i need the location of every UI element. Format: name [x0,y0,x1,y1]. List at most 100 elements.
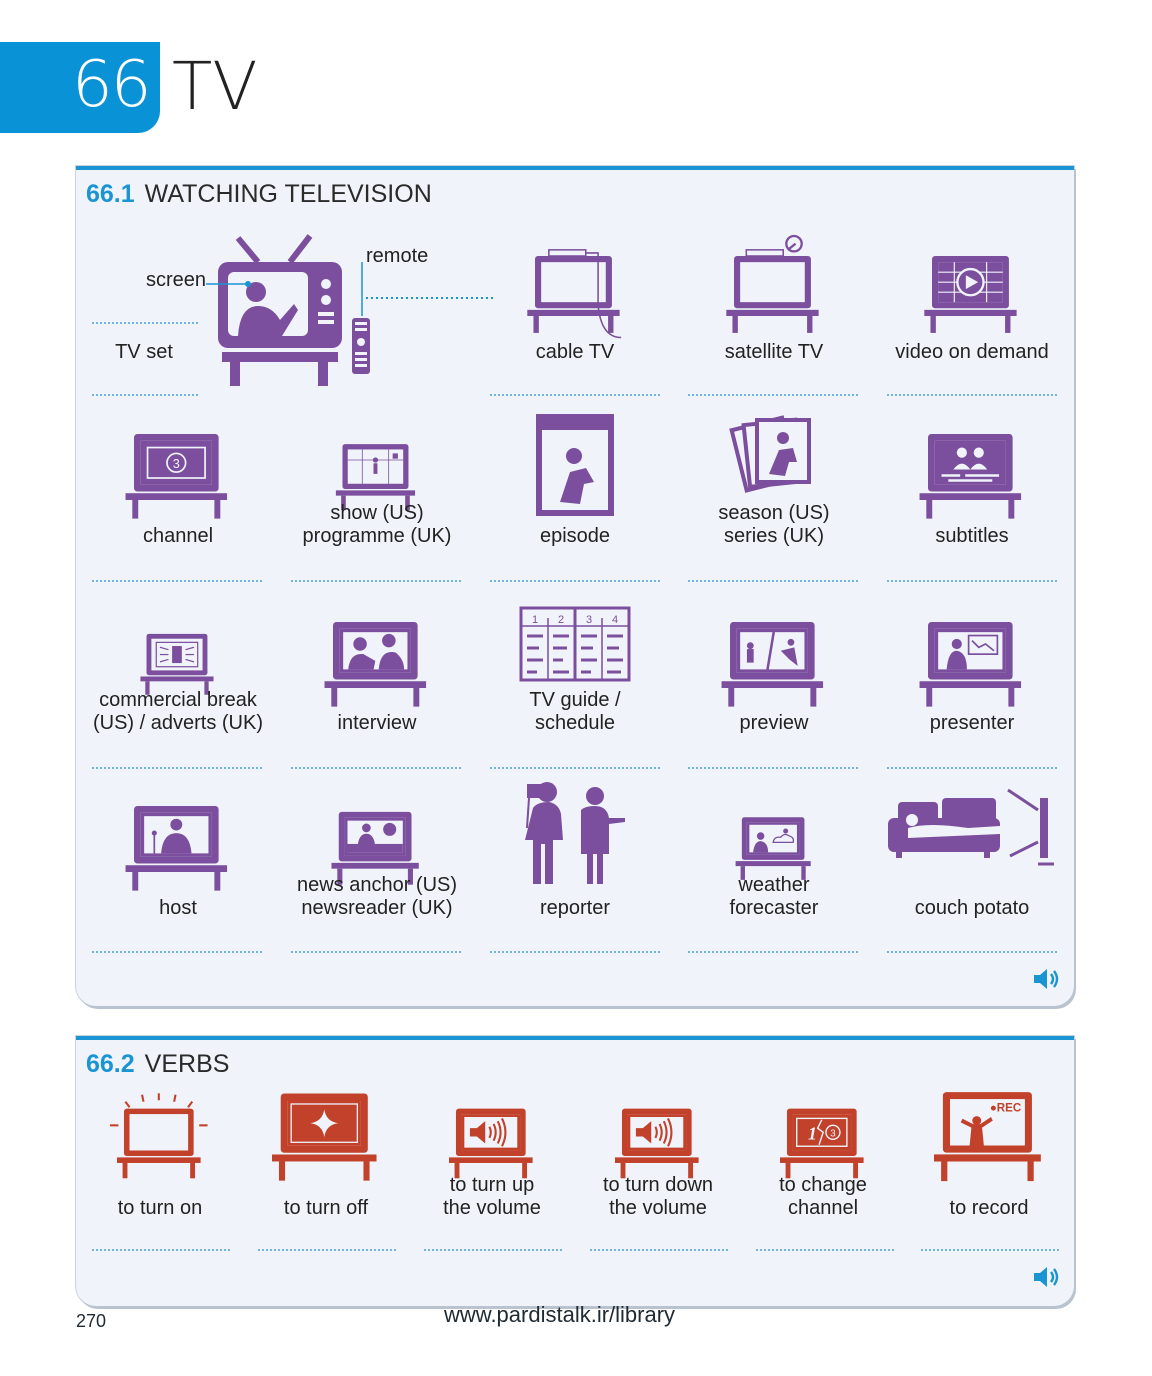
answer-line[interactable] [490,394,660,396]
answer-line[interactable] [590,1249,728,1251]
tv-guide-icon: 1 2 3 4 [519,606,631,682]
svg-text:●REC: ●REC [990,1102,1022,1114]
audio-speaker-icon[interactable] [1032,1264,1062,1290]
video-on-demand-icon [924,256,1017,333]
item-label: episode [539,525,611,547]
item-label: to turn up the volume [443,1174,541,1219]
section-number: 66.1 [86,180,135,208]
answer-line[interactable] [92,394,198,396]
volume-up-icon [448,1108,533,1179]
item-label: host [159,897,197,919]
section-heading: 66.1 WATCHING TELEVISION [86,180,432,209]
satellite-tv-icon [726,234,819,333]
svg-text:3: 3 [586,614,592,626]
answer-line[interactable] [490,951,660,953]
item-label: commercial break (US) / adverts (UK) [92,689,264,734]
item-label: to turn down the volume [602,1174,714,1219]
answer-line[interactable] [424,1249,562,1251]
section-verbs: 66.2 VERBS [76,1036,1074,1306]
item-label: TV set [115,341,173,363]
answer-line[interactable] [688,580,858,582]
answer-line[interactable] [887,767,1057,769]
tv-set-icon [218,234,342,386]
show-icon [336,443,416,510]
svg-text:1: 1 [532,614,538,626]
couch-potato-icon [888,788,1054,866]
callout-screen: screen [145,269,206,291]
answer-line[interactable] [291,767,461,769]
svg-text:3: 3 [830,1128,835,1139]
item-label: couch potato [914,897,1030,919]
section-title: VERBS [144,1050,230,1078]
section-heading: 66.2 VERBS [86,1050,229,1079]
svg-text:2: 2 [558,614,564,626]
answer-line[interactable] [291,951,461,953]
answer-line[interactable] [887,394,1057,396]
answer-line[interactable] [688,767,858,769]
item-label: TV guide / schedule [529,689,621,734]
weather-forecaster-icon [735,817,811,881]
item-label: video on demand [895,341,1049,363]
unit-number-block [0,42,160,133]
item-label: subtitles [935,525,1009,547]
turn-on-icon [109,1093,208,1179]
answer-line[interactable] [258,1249,396,1251]
host-icon [125,806,228,891]
svg-text:4: 4 [612,614,618,626]
item-label: show (US) programme (UK) [302,502,452,547]
item-label: season (US) series (UK) [718,502,830,547]
answer-line[interactable] [92,322,198,324]
answer-line[interactable] [887,580,1057,582]
reporter-icon [525,782,625,884]
answer-line[interactable] [756,1249,894,1251]
callout-remote: remote [366,245,429,267]
item-label: preview [739,712,809,734]
season-icon [729,415,811,493]
news-anchor-icon [331,812,420,885]
item-label: news anchor (US) newsreader (UK) [296,874,458,919]
channel-icon: 3 [125,434,228,519]
answer-line[interactable] [490,767,660,769]
section-title: WATCHING TELEVISION [144,180,432,208]
volume-down-icon [614,1108,699,1179]
answer-line[interactable] [92,767,262,769]
answer-line[interactable] [92,580,262,582]
record-icon: ●REC [933,1091,1041,1181]
item-label: weather forecaster [729,874,819,919]
answer-line[interactable] [688,951,858,953]
answer-line[interactable] [92,951,262,953]
unit-number: 66 [72,48,151,122]
item-label: channel [142,525,214,547]
episode-icon [536,414,614,516]
audio-speaker-icon[interactable] [1032,966,1062,992]
page-number: 270 [76,1311,107,1331]
item-label: to turn off [283,1197,369,1219]
footer-url[interactable]: www.pardistalk.ir/library [444,1302,676,1327]
answer-line[interactable] [291,580,461,582]
answer-line[interactable] [490,580,660,582]
item-label: reporter [539,897,611,919]
subtitles-icon [919,434,1022,519]
remote-control-icon [352,318,370,374]
svg-text:1: 1 [808,1123,817,1143]
answer-line[interactable] [688,394,858,396]
item-label: cable TV [535,341,615,363]
item-label: interview [337,712,417,734]
item-label: satellite TV [724,341,824,363]
answer-line[interactable] [887,951,1057,953]
cable-tv-icon [527,249,622,339]
answer-line[interactable] [921,1249,1059,1251]
answer-line[interactable] [92,1249,230,1251]
item-label: presenter [929,712,1015,734]
unit-title: TV [172,48,258,125]
item-label: to change channel [779,1174,867,1219]
presenter-icon [919,622,1022,707]
svg-text:3: 3 [173,457,180,471]
preview-icon [721,622,824,707]
item-label: to turn on [117,1197,203,1219]
item-label: to record [949,1197,1029,1219]
turn-off-icon [272,1093,377,1181]
interview-icon [324,622,427,707]
section-number: 66.2 [86,1050,135,1078]
